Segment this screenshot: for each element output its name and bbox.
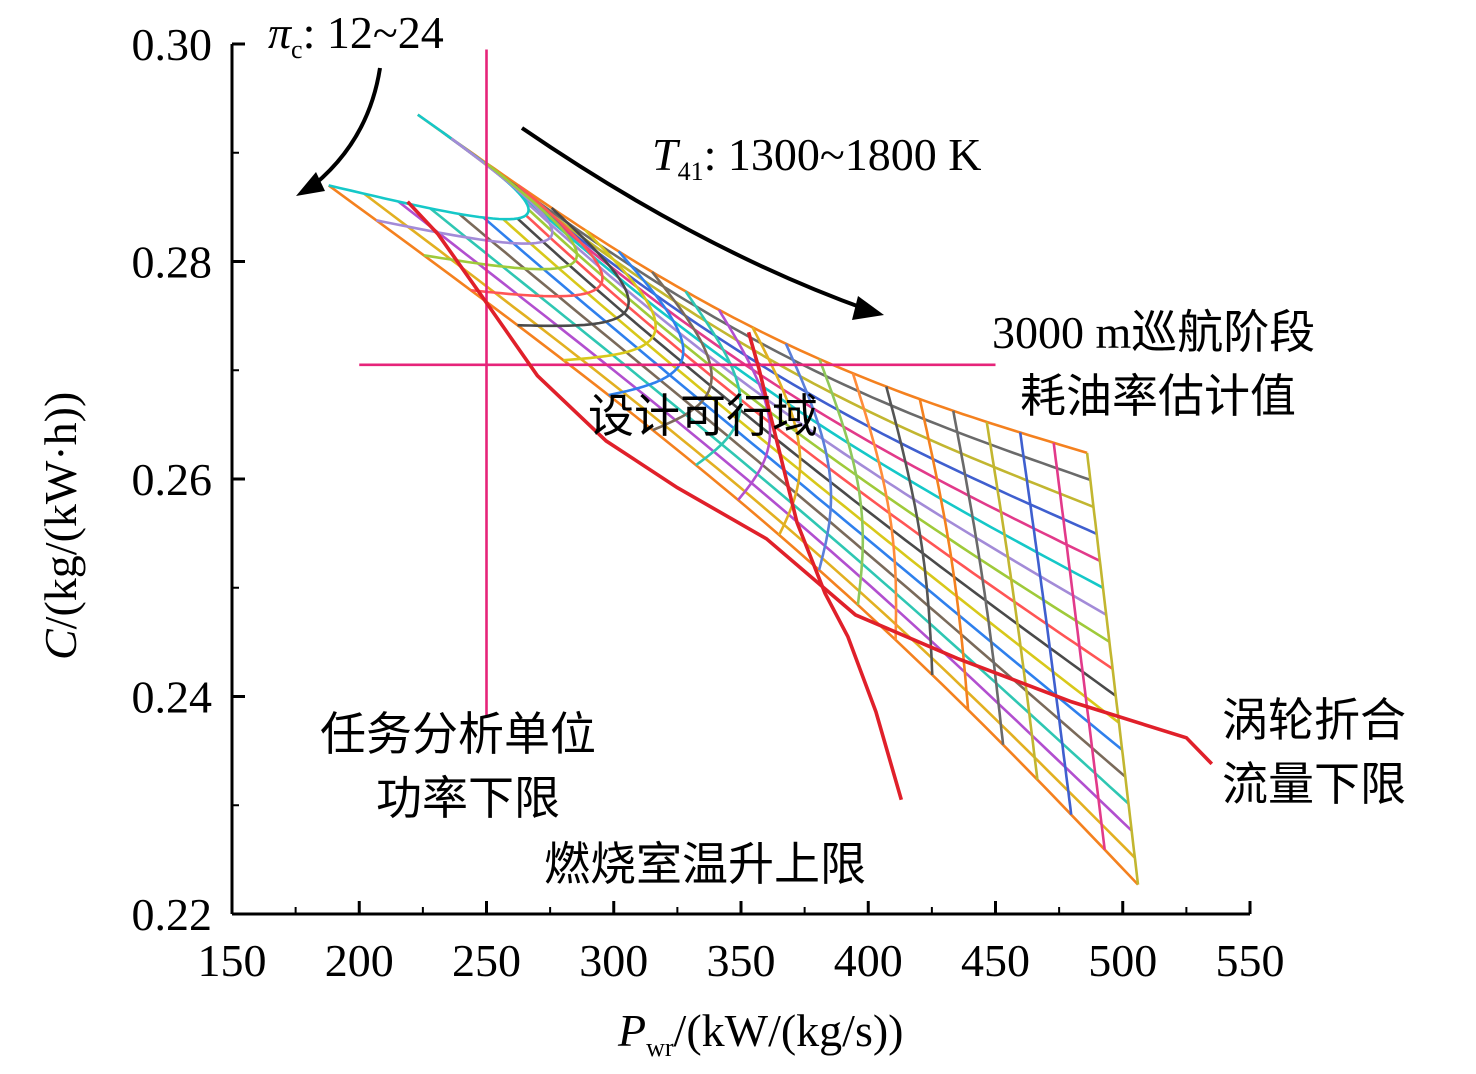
ticks-layer: 150 200 250 300 350 400 450 500 550 0.22 0.24 0.26 0… bbox=[132, 19, 1285, 986]
x-axis-subscript: wr bbox=[646, 1033, 674, 1062]
x-axis-symbol: P bbox=[617, 1005, 646, 1056]
constant-pressure-ratio-curve bbox=[818, 358, 865, 606]
pi-subscript: c bbox=[291, 35, 303, 64]
labels-layer: πc: 12~24 T41: 1300~1800 K 3000 m巡航阶段 耗油… bbox=[35, 7, 1406, 1062]
temperature-label: T41: 1300~1800 K bbox=[652, 129, 981, 186]
pressure-ratio-label: πc: 12~24 bbox=[268, 7, 444, 64]
pi-range: : 12~24 bbox=[303, 7, 444, 58]
x-tick-label: 350 bbox=[707, 935, 776, 986]
constant-pressure-ratio-curve bbox=[608, 250, 685, 397]
x-tick-label: 250 bbox=[452, 935, 521, 986]
pi-symbol: π bbox=[268, 7, 293, 58]
y-tick-label: 0.30 bbox=[132, 19, 213, 70]
constant-pressure-ratio-curve bbox=[684, 290, 742, 467]
constant-pressure-ratio-curve bbox=[517, 206, 631, 328]
constant-pressure-ratio-curve bbox=[1085, 452, 1140, 885]
combustor-limit-line bbox=[746, 331, 904, 801]
temperature-arrowhead bbox=[852, 296, 884, 320]
t-subscript: 41 bbox=[678, 157, 704, 186]
pressure-ratio-arrowhead bbox=[296, 172, 325, 196]
x-axis-unit: /(kW/(kg/s)) bbox=[674, 1005, 904, 1056]
x-tick-label: 150 bbox=[198, 935, 267, 986]
y-axis-title: C/(kg/(kW·h)) bbox=[35, 392, 86, 660]
x-tick-label: 400 bbox=[834, 935, 903, 986]
cruise-sfc-label-line1: 3000 m巡航阶段 bbox=[992, 307, 1315, 358]
t-range: : 1300~1800 K bbox=[704, 129, 982, 180]
constant-pressure-ratio-curve bbox=[651, 271, 713, 432]
x-axis-title: Pwr/(kW/(kg/s)) bbox=[617, 1005, 903, 1062]
y-tick-label: 0.24 bbox=[132, 672, 213, 723]
cruise-sfc-label-line2: 耗油率估计值 bbox=[1020, 371, 1296, 422]
arrows-layer bbox=[296, 67, 884, 320]
y-tick-label: 0.28 bbox=[132, 237, 213, 288]
combustor-limit-label: 燃烧室温升上限 bbox=[544, 839, 866, 890]
min-power-label-line1: 任务分析单位 bbox=[320, 709, 596, 760]
constant-pressure-ratio-curve bbox=[470, 184, 604, 298]
constant-pressure-ratio-curve bbox=[952, 410, 1005, 745]
constant-pressure-ratio-curve bbox=[1018, 432, 1073, 815]
constraint-layer bbox=[359, 49, 1214, 801]
turbine-flow-label-line1: 涡轮折合 bbox=[1222, 695, 1406, 746]
constant-pressure-ratio-curve bbox=[563, 229, 657, 362]
min-power-label-line2: 功率下限 bbox=[376, 773, 560, 824]
constant-pressure-ratio-curve bbox=[885, 386, 934, 675]
temperature-arrow bbox=[520, 126, 869, 312]
grid-layer bbox=[327, 113, 1140, 886]
turbine-flow-label-line2: 流量下限 bbox=[1222, 759, 1406, 810]
constant-pressure-ratio-curve bbox=[985, 421, 1039, 780]
y-axis-symbol: C bbox=[35, 628, 86, 660]
turbine-flow-limit-line bbox=[406, 200, 1214, 766]
y-tick-label: 0.26 bbox=[132, 454, 213, 505]
x-tick-label: 200 bbox=[325, 935, 394, 986]
t-symbol: T bbox=[652, 129, 681, 180]
feasible-region-label: 设计可行域 bbox=[588, 391, 818, 442]
constant-pressure-ratio-curve bbox=[1052, 442, 1106, 850]
constant-pressure-ratio-curve bbox=[784, 343, 833, 571]
constant-pressure-ratio-curve bbox=[851, 372, 898, 640]
constant-temperature-curve bbox=[525, 214, 1114, 670]
y-axis-unit: /(kg/(kW·h)) bbox=[35, 392, 86, 630]
y-tick-label: 0.22 bbox=[132, 889, 213, 940]
x-tick-label: 450 bbox=[961, 935, 1030, 986]
constant-pressure-ratio-curve bbox=[717, 309, 772, 501]
constant-pressure-ratio-curve bbox=[423, 160, 579, 271]
constant-pressure-ratio-curve bbox=[751, 326, 802, 536]
x-tick-label: 550 bbox=[1216, 935, 1285, 986]
x-tick-label: 300 bbox=[579, 935, 648, 986]
x-tick-label: 500 bbox=[1088, 935, 1157, 986]
